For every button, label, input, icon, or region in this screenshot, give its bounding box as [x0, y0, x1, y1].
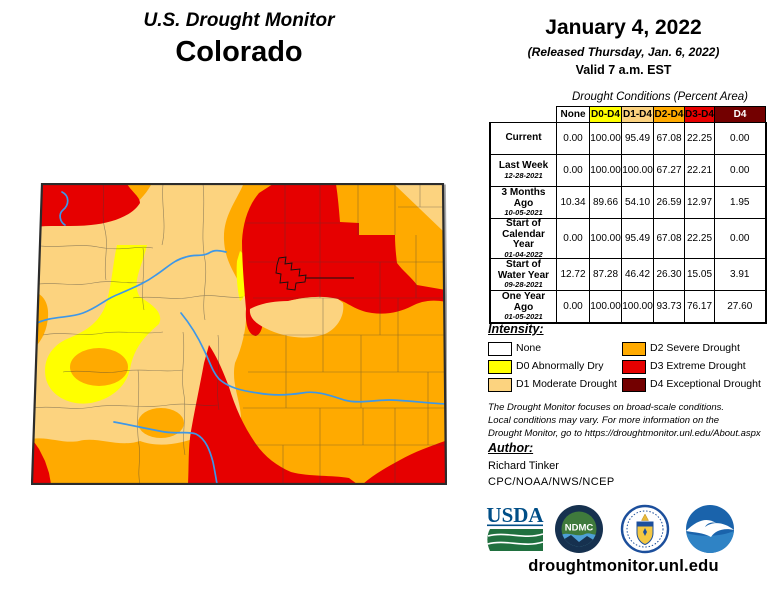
row-label: Current [505, 132, 542, 144]
denver-metro-boundary [275, 256, 354, 291]
row-label: Last Week [498, 160, 549, 172]
legend-swatch-d0 [488, 360, 512, 374]
row-date: 01-05-2021 [504, 312, 543, 322]
table-row: Current 0.00 100.00 95.49 67.08 22.25 0.00 [489, 122, 767, 155]
noaa-logo [686, 505, 734, 553]
release-date: (Released Thursday, Jan. 6, 2022) [527, 45, 720, 59]
d3-region-south-central [188, 345, 357, 484]
website-url: droughtmonitor.unl.edu [528, 557, 719, 575]
author-name: Richard Tinker [488, 460, 559, 472]
table-row: One Year Ago 01-05-2021 0.00 100.00 100.00 9… [489, 290, 767, 325]
d3-region-southwest-corner [32, 439, 51, 484]
table-row: Last Week 12-28-2021 0.00 100.00 100.00 67.2… [489, 154, 767, 187]
row-date: 09-28-2021 [504, 280, 543, 290]
table-row: Start of Calendar Year 01-04-2022 0.00 100… [489, 217, 767, 260]
author-heading: Author: [488, 441, 534, 455]
row-date: 12-28-2021 [504, 170, 543, 180]
map-date: January 4, 2022 [545, 16, 702, 39]
d2-patch-inside-d0 [70, 348, 128, 386]
valid-time: Valid 7 a.m. EST [575, 63, 672, 77]
d1-region-northeast-corner [395, 185, 444, 232]
colorado-river [32, 249, 227, 326]
d1-band-below-northeast [249, 296, 344, 338]
legend-swatch-d4 [622, 378, 646, 392]
legend-swatch-d2 [622, 342, 646, 356]
legend-swatch-none [488, 342, 512, 356]
col-header-none: None [556, 106, 590, 123]
usda-logo: USDA [486, 504, 544, 551]
svg-text:NDMC: NDMC [565, 523, 594, 534]
commerce-seal-logo [620, 504, 670, 554]
colorado-drought-map [31, 183, 447, 485]
agency-logos: USDA NDMC [484, 504, 744, 556]
col-header-d0d4: D0-D4 [589, 106, 622, 123]
county-boundaries [32, 184, 446, 484]
col-header-d3d4: D3-D4 [684, 106, 715, 123]
legend-heading: Intensity: [488, 322, 544, 336]
rio-grande-river [113, 421, 218, 484]
d3-region-southeast-corner [363, 441, 446, 484]
row-date: 01-04-2022 [504, 249, 543, 259]
d2-patch-south-central [138, 408, 184, 438]
state-border [31, 183, 447, 485]
row-label: One Year Ago [501, 291, 546, 313]
table-row: 3 Months Ago 10-05-2021 10.34 89.66 54.10 26… [489, 186, 767, 219]
arkansas-river [180, 312, 446, 405]
state-name-title: Colorado [175, 36, 303, 68]
svg-text:USDA: USDA [486, 504, 544, 527]
col-header-d1d4: D1-D4 [621, 106, 654, 123]
disclaimer-text: The Drought Monitor focuses on broad-sca… [488, 402, 761, 439]
d3-region-northwest-corner [32, 184, 140, 227]
row-label: 3 Months Ago [501, 187, 546, 209]
legend-swatch-d3 [622, 360, 646, 374]
river-northwest [59, 191, 69, 226]
row-date: 10-05-2021 [504, 208, 543, 218]
table-corner-cell [490, 106, 557, 123]
row-label: Start of Water Year [497, 259, 550, 281]
drought-conditions-table: None D0-D4 D1-D4 D2-D4 D3-D4 D4 Current … [489, 106, 767, 325]
ndmc-logo: NDMC [555, 505, 603, 553]
author-org: CPC/NOAA/NWS/NCEP [488, 476, 615, 488]
rivers [32, 191, 446, 484]
col-header-d2d4: D2-D4 [653, 106, 685, 123]
row-label: Start of Calendar Year [502, 218, 545, 250]
table-header-row: None D0-D4 D1-D4 D2-D4 D3-D4 D4 [490, 106, 766, 123]
table-row: Start of Water Year 09-28-2021 12.72 87.28… [489, 258, 767, 292]
col-header-d4: D4 [714, 106, 766, 123]
report-title: U.S. Drought Monitor [143, 10, 335, 31]
table-caption: Drought Conditions (Percent Area) [572, 91, 748, 103]
legend-swatch-d1 [488, 378, 512, 392]
